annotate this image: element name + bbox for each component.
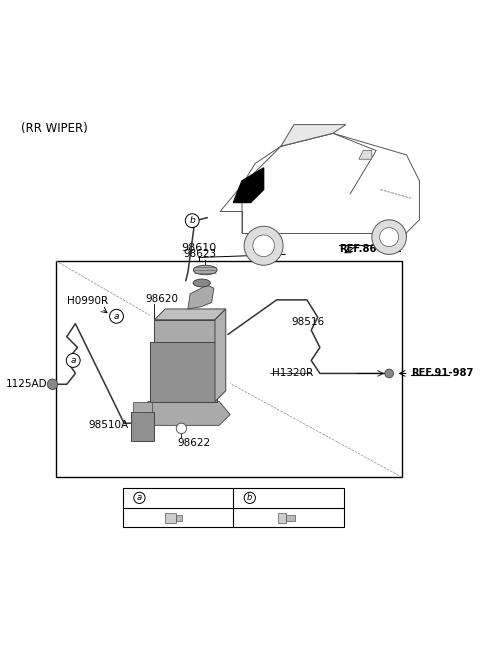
Polygon shape <box>233 168 264 203</box>
Bar <box>123 488 344 527</box>
Circle shape <box>385 369 394 378</box>
Text: b: b <box>247 493 252 502</box>
Text: 98610: 98610 <box>181 243 216 253</box>
Text: a: a <box>114 312 119 321</box>
Circle shape <box>176 423 187 434</box>
Circle shape <box>380 228 399 247</box>
Text: a: a <box>71 356 76 365</box>
Text: H1320R: H1320R <box>272 369 313 379</box>
Circle shape <box>244 226 283 265</box>
Circle shape <box>109 310 123 323</box>
Bar <box>176 515 182 521</box>
Polygon shape <box>188 285 214 309</box>
Circle shape <box>185 214 199 228</box>
Text: 98662B: 98662B <box>149 493 189 503</box>
Text: REF.91-987: REF.91-987 <box>411 369 473 379</box>
Text: a: a <box>137 493 142 502</box>
Text: 98516: 98516 <box>292 316 325 327</box>
Ellipse shape <box>193 279 210 287</box>
Bar <box>287 514 295 521</box>
Ellipse shape <box>193 265 217 275</box>
Circle shape <box>244 492 255 503</box>
Polygon shape <box>146 401 230 425</box>
Text: REF.86-861: REF.86-861 <box>339 243 402 254</box>
Circle shape <box>253 235 275 256</box>
Text: 98623: 98623 <box>183 249 216 259</box>
Polygon shape <box>359 151 372 159</box>
Circle shape <box>372 220 407 255</box>
Polygon shape <box>215 309 226 401</box>
Circle shape <box>47 379 58 390</box>
Bar <box>133 401 152 413</box>
Bar <box>278 513 287 523</box>
Text: 1125AD: 1125AD <box>6 379 47 389</box>
Bar <box>150 342 217 401</box>
Polygon shape <box>155 309 226 319</box>
Text: H0990R: H0990R <box>67 297 108 306</box>
Bar <box>131 413 155 441</box>
Bar <box>56 261 402 478</box>
Text: (RR WIPER): (RR WIPER) <box>21 123 88 135</box>
Text: 98622: 98622 <box>177 438 210 448</box>
Text: 98661G: 98661G <box>259 493 300 503</box>
Bar <box>155 319 215 342</box>
Text: 98510A: 98510A <box>88 420 129 430</box>
Circle shape <box>66 354 80 367</box>
Text: 98620: 98620 <box>146 295 179 304</box>
Text: b: b <box>189 216 195 225</box>
Bar <box>165 513 176 523</box>
Polygon shape <box>281 125 346 146</box>
Circle shape <box>134 492 145 503</box>
